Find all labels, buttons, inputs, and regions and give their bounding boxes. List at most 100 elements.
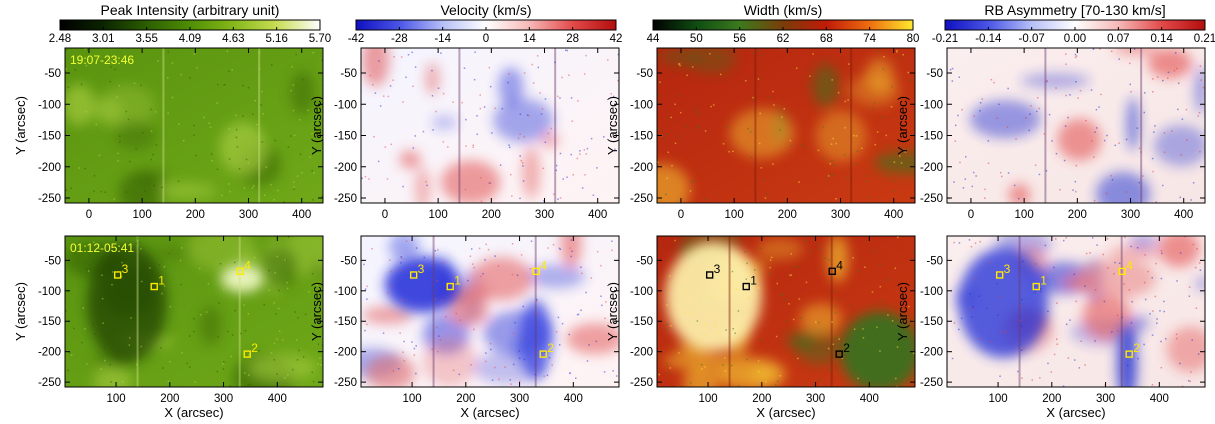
panel-frame [946, 47, 1206, 204]
colorbar-tick-label: 14 [523, 33, 536, 45]
y-tick-label: -250 [334, 377, 357, 389]
panel-frame [946, 235, 1206, 388]
y-tick-label: -100 [334, 286, 357, 298]
x-tick-label: 100 [988, 393, 1007, 405]
y-axis-label: Y (arcsec) [13, 282, 28, 341]
region-label: 3 [1004, 262, 1011, 276]
y-tick-label: -100 [920, 99, 943, 111]
y-axis-label: Y (arcsec) [605, 96, 620, 155]
colorbar-tick-label: -0.07 [1019, 33, 1045, 45]
panel-intensity-row-2: 100 200 300 400 -50 -100 -150 -200 -250 Y (arcsec… [13, 235, 324, 420]
region-label: 2 [547, 341, 554, 355]
colorbar-tick-label: 62 [777, 33, 790, 45]
panel-frame [64, 47, 324, 204]
y-tick-label: -250 [38, 377, 61, 389]
x-tick-label: 400 [884, 209, 903, 221]
x-tick-label: 400 [588, 209, 607, 221]
colorbar-tick-label: 0 [483, 33, 489, 45]
x-tick-label: 100 [1015, 209, 1034, 221]
colorbar-title: Width (km/s) [744, 2, 823, 18]
x-tick-label: 400 [564, 393, 583, 405]
region-marker-3: 3 [995, 262, 1011, 279]
map-image [657, 48, 915, 203]
map-image [361, 48, 619, 203]
map-image [947, 236, 1205, 387]
panel-intensity-row-1: 0 100 200 300 400 -50 -100 -150 -200 -250 Y (arcse… [13, 47, 324, 221]
y-tick-label: -50 [44, 68, 61, 80]
colorbar-tick-label: 56 [733, 33, 746, 45]
panel-width-row-1: 0 100 200 300 400 -50 -100 -150 -200 -250 Y (arcse… [605, 47, 916, 221]
y-tick-label: -50 [44, 255, 61, 267]
region-marker-3: 3 [409, 262, 425, 279]
time-range-label: 19:07-23:46 [70, 53, 134, 67]
region-marker-3: 3 [705, 262, 721, 279]
y-tick-label: -100 [38, 99, 61, 111]
x-tick-label: 400 [1174, 209, 1193, 221]
y-tick-label: -150 [38, 316, 61, 328]
colorbar-title: RB Asymmetry [70-130 km/s] [984, 2, 1165, 18]
region-label: 1 [750, 274, 757, 288]
colorbar-tick-label: -28 [391, 33, 408, 45]
panel-velocity-row-2: 100 200 300 400 -50 -100 -150 -200 -250 Y (arcsec… [309, 235, 620, 420]
colorbar-tick-label: 0.00 [1064, 33, 1086, 45]
colorbar-tick-label: 44 [647, 33, 660, 45]
y-axis-label: Y (arcsec) [309, 96, 324, 155]
x-tick-label: 200 [186, 209, 205, 221]
y-tick-label: -100 [38, 286, 61, 298]
x-tick-label: 100 [429, 209, 448, 221]
x-tick-label: 200 [160, 393, 179, 405]
colorbar-title: Peak Intensity (arbitrary unit) [101, 2, 280, 18]
colorbar-velocity: Velocity (km/s) -42 -28 -14 0 14 28 42 [348, 2, 623, 45]
colorbar-tick-label: 2.48 [49, 33, 71, 45]
map-image [65, 236, 323, 387]
x-tick-label: 300 [239, 209, 258, 221]
region-label: 1 [454, 274, 461, 288]
y-tick-label: -200 [334, 162, 357, 174]
x-tick-label: 400 [1150, 393, 1169, 405]
y-tick-label: -200 [334, 347, 357, 359]
time-range-label: 01:12-05:41 [70, 241, 134, 255]
y-tick-label: -200 [38, 347, 61, 359]
y-tick-label: -50 [636, 68, 653, 80]
colorbar-tick-label: 5.16 [265, 33, 287, 45]
region-label: 1 [158, 274, 165, 288]
region-marker-2: 2 [835, 341, 850, 358]
x-tick-label: 200 [1068, 209, 1087, 221]
x-axis-label: X (arcsec) [460, 405, 519, 420]
x-tick-label: 300 [535, 209, 554, 221]
colorbar-width: Width (km/s) 44 50 56 62 68 74 80 [647, 2, 920, 45]
x-tick-label: 200 [482, 209, 501, 221]
region-label: 2 [1133, 341, 1140, 355]
panel-velocity-row-1: 0 100 200 300 400 -50 -100 -150 -200 -250 Y (arcse… [309, 47, 620, 221]
x-tick-label: 200 [752, 393, 771, 405]
x-tick-label: 0 [968, 209, 974, 221]
region-marker-1: 1 [1032, 274, 1047, 291]
y-axis-label: Y (arcsec) [13, 96, 28, 155]
region-marker-4: 4 [1118, 258, 1133, 276]
x-tick-label: 100 [402, 393, 421, 405]
region-label: 4 [540, 258, 547, 272]
colorbar-tick-label: 50 [690, 33, 703, 45]
colorbar-intensity: Peak Intensity (arbitrary unit) 2.48 3.01 3… [49, 2, 331, 45]
region-marker-1: 1 [150, 274, 165, 291]
y-tick-label: -50 [340, 68, 357, 80]
y-tick-label: -150 [920, 316, 943, 328]
region-marker-4: 4 [828, 258, 843, 276]
x-tick-label: 400 [860, 393, 879, 405]
x-tick-label: 300 [214, 393, 233, 405]
y-tick-label: -200 [630, 347, 653, 359]
colorbar-tick-label: 0.14 [1150, 33, 1173, 45]
y-tick-label: -150 [38, 131, 61, 143]
region-label: 3 [714, 262, 721, 276]
region-label: 3 [418, 262, 425, 276]
y-tick-label: -150 [630, 131, 653, 143]
region-marker-4: 4 [236, 258, 251, 276]
x-axis-label: X (arcsec) [756, 405, 815, 420]
x-tick-label: 400 [268, 393, 287, 405]
colorbar-title: Velocity (km/s) [440, 2, 531, 18]
x-tick-label: 400 [292, 209, 311, 221]
colorbar-tick-label: 28 [566, 33, 579, 45]
y-tick-label: -250 [920, 193, 943, 205]
panel-frame [360, 235, 620, 388]
region-label: 4 [836, 258, 843, 272]
